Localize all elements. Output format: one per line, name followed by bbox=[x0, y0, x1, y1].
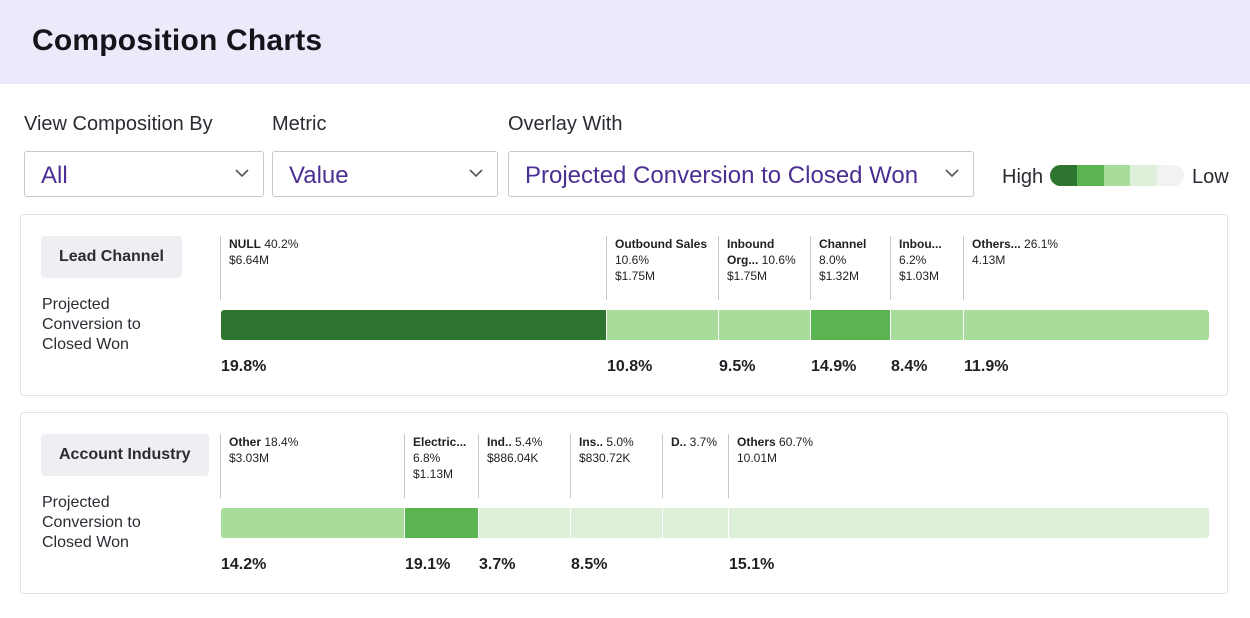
metric-value: Value bbox=[289, 162, 349, 189]
composition-bar-segment[interactable] bbox=[891, 310, 963, 340]
segment-share: 5.0% bbox=[603, 435, 634, 449]
segment-name: Outbound Sales bbox=[615, 237, 708, 251]
segment-value: 10.01M bbox=[737, 451, 778, 465]
segment-label: Others 60.7% 10.01M bbox=[728, 434, 968, 498]
segment-label: Outbound Sales 10.6% $1.75M bbox=[606, 236, 710, 300]
segment-value: $1.75M bbox=[727, 269, 768, 283]
segment-label: Inbou... 6.2% $1.03M bbox=[890, 236, 956, 300]
segment-name: Ind.. bbox=[487, 435, 512, 449]
view-composition-by-value: All bbox=[41, 162, 68, 189]
segment-conversion: 10.8% bbox=[607, 358, 653, 375]
segment-conversion: 9.5% bbox=[719, 358, 756, 375]
segment-value: $830.72K bbox=[579, 451, 631, 465]
overlay-with-label: Overlay With bbox=[508, 113, 623, 135]
composition-bar-segment[interactable] bbox=[221, 508, 404, 538]
color-scale-legend bbox=[1050, 165, 1184, 186]
composition-bar-segment[interactable] bbox=[607, 310, 718, 340]
segment-share: 5.4% bbox=[511, 435, 543, 449]
segment-conversion: 14.9% bbox=[811, 358, 857, 375]
segment-share: 6.8% bbox=[413, 451, 441, 465]
segment-label: D.. 3.7% bbox=[662, 434, 722, 498]
segment-share: 26.1% bbox=[1020, 237, 1059, 251]
composition-bar-segment[interactable] bbox=[964, 310, 1209, 340]
segment-name: Channel bbox=[819, 237, 867, 251]
segment-conversion: 8.4% bbox=[891, 358, 928, 375]
segment-value: $1.13M bbox=[413, 467, 454, 481]
legend-swatch bbox=[1130, 165, 1158, 186]
segment-conversion: 3.7% bbox=[479, 556, 516, 573]
segment-label: NULL 40.2% $6.64M bbox=[220, 236, 600, 300]
legend-swatch bbox=[1050, 165, 1077, 186]
legend-swatch bbox=[1103, 165, 1131, 186]
segment-value: $6.64M bbox=[229, 253, 270, 267]
composition-bar-segment[interactable] bbox=[405, 508, 478, 538]
chevron-down-icon bbox=[469, 169, 483, 178]
composition-bar-segment[interactable] bbox=[479, 508, 570, 538]
composition-bar-segment[interactable] bbox=[729, 508, 1209, 538]
segment-value: $1.03M bbox=[899, 269, 940, 283]
segment-value: $1.32M bbox=[819, 269, 860, 283]
segment-name: Other bbox=[229, 435, 262, 449]
segment-label: Electric... 6.8% $1.13M bbox=[404, 434, 470, 498]
legend-swatch bbox=[1076, 165, 1104, 186]
segment-name: Ins.. bbox=[579, 435, 604, 449]
segment-value: $886.04K bbox=[487, 451, 539, 465]
segment-name: NULL bbox=[229, 237, 261, 251]
segment-value: $3.03M bbox=[229, 451, 270, 465]
segment-share: 8.0% bbox=[819, 253, 847, 267]
view-composition-by-label: View Composition By bbox=[24, 113, 213, 135]
segment-name: Others bbox=[737, 435, 776, 449]
segment-share: 10.6% bbox=[615, 253, 650, 267]
overlay-metric-label: Projected Conversion to Closed Won bbox=[42, 494, 141, 551]
metric-label: Metric bbox=[272, 113, 327, 135]
segment-label: Ins.. 5.0% $830.72K bbox=[570, 434, 656, 498]
metric-select[interactable]: Value bbox=[272, 151, 498, 197]
segment-conversion: 19.8% bbox=[221, 358, 267, 375]
segment-share: 3.7% bbox=[686, 435, 718, 449]
composition-bar-segment[interactable] bbox=[221, 310, 606, 340]
segment-label: Others... 26.1% 4.13M bbox=[963, 236, 1203, 300]
page-header: Composition Charts bbox=[0, 0, 1250, 84]
segment-conversion: 8.5% bbox=[571, 556, 608, 573]
legend-high-label: High bbox=[1002, 166, 1044, 188]
overlay-with-select[interactable]: Projected Conversion to Closed Won bbox=[508, 151, 974, 197]
segment-conversion: 11.9% bbox=[964, 358, 1009, 375]
chevron-down-icon bbox=[945, 169, 959, 178]
legend-low-label: Low bbox=[1192, 166, 1229, 188]
segment-share: 60.7% bbox=[775, 435, 814, 449]
segment-label: Ind.. 5.4% $886.04K bbox=[478, 434, 564, 498]
view-composition-by-select[interactable]: All bbox=[24, 151, 264, 197]
composition-bar-segment[interactable] bbox=[663, 508, 728, 538]
segment-name: D.. bbox=[671, 435, 687, 449]
composition-bar-segment[interactable] bbox=[811, 310, 890, 340]
dimension-pill[interactable]: Account Industry bbox=[41, 434, 209, 476]
segment-name: Inbound Org... bbox=[727, 237, 775, 267]
segment-label: Inbound Org... 10.6% $1.75M bbox=[718, 236, 804, 300]
page-title: Composition Charts bbox=[32, 24, 323, 57]
overlay-metric-label: Projected Conversion to Closed Won bbox=[42, 296, 141, 353]
dimension-pill[interactable]: Lead Channel bbox=[41, 236, 182, 278]
segment-share: 6.2% bbox=[899, 253, 927, 267]
overlay-with-value: Projected Conversion to Closed Won bbox=[525, 162, 919, 189]
composition-bar-segment[interactable] bbox=[571, 508, 662, 538]
composition-bar-segment[interactable] bbox=[719, 310, 810, 340]
legend-swatch bbox=[1157, 165, 1184, 186]
segment-name: Others... bbox=[972, 237, 1021, 251]
segment-label: Channel 8.0% $1.32M bbox=[810, 236, 884, 300]
segment-share: 18.4% bbox=[261, 435, 299, 449]
composition-card-lead-channel: Lead Channel Projected Conversion to Clo… bbox=[20, 214, 1228, 396]
chevron-down-icon bbox=[235, 169, 249, 178]
segment-share: 10.6% bbox=[758, 253, 796, 267]
segment-value: 4.13M bbox=[972, 253, 1006, 267]
segment-name: Inbou... bbox=[899, 237, 942, 251]
segment-conversion: 14.2% bbox=[221, 556, 267, 573]
segment-conversion: 15.1% bbox=[729, 556, 775, 573]
segment-conversion: 19.1% bbox=[405, 556, 451, 573]
segment-share: 40.2% bbox=[261, 237, 299, 251]
segment-label: Other 18.4% $3.03M bbox=[220, 434, 400, 498]
segment-value: $1.75M bbox=[615, 269, 656, 283]
segment-name: Electric... bbox=[413, 435, 467, 449]
composition-card-account-industry: Account Industry Projected Conversion to… bbox=[20, 412, 1228, 594]
